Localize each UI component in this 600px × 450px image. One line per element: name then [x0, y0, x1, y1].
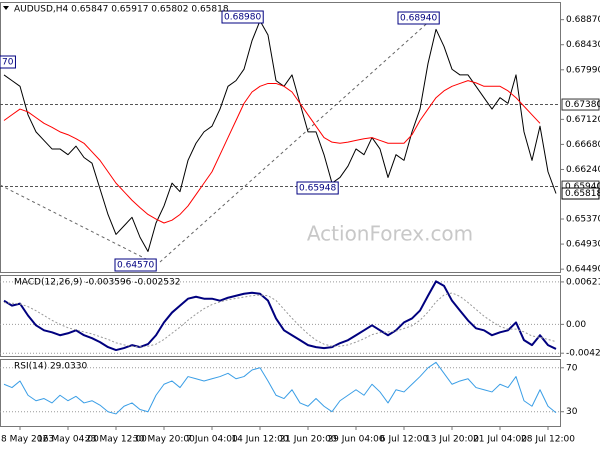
x-tick-label: 16 May 04:00 [37, 435, 99, 445]
annotation-box [397, 11, 440, 25]
annotation-box [296, 181, 339, 195]
level-label: 0.67380 [565, 100, 600, 110]
x-tick-label: 21 Jun 20:00 [279, 435, 336, 445]
panel-frame [0, 359, 561, 427]
x-tick-label: 8 May 2023 [1, 435, 54, 445]
x-tick-label: 7 Jun 04:00 [186, 435, 238, 445]
y-tick-label: 0.00 [566, 320, 586, 330]
y-tick-label: 0.66240 [566, 165, 600, 175]
y-tick-label: 0.64490 [566, 265, 600, 275]
y-tick-label: 0.006217 [566, 277, 600, 287]
y-tick-label: 0.65370 [566, 215, 600, 225]
y-tick-label: 0.64930 [566, 240, 600, 250]
x-tick-label: 29 Jun 04:00 [327, 435, 384, 445]
level-box [561, 98, 600, 111]
x-tick-label: 13 Jul 20:00 [425, 435, 479, 445]
y-tick-label: 70 [566, 363, 578, 373]
series-line [3, 280, 557, 352]
trend-line [159, 17, 434, 263]
watermark: ActionForex.com [307, 222, 473, 246]
annotation-label: 0.68940 [400, 14, 437, 24]
annotation-label: 0.65948 [299, 184, 336, 194]
trend-line [0, 184, 153, 263]
panel-frame [0, 275, 561, 357]
x-tick-label: 14 Jun 12:00 [231, 435, 288, 445]
annotation-label: 0.64570 [117, 261, 154, 271]
level-label: 0.65940 [565, 182, 600, 192]
annotation-box [0, 55, 16, 69]
annotation-label: 0.68980 [224, 13, 261, 23]
annotation-label: 70 [2, 58, 14, 68]
annotation: 0.64570 [114, 258, 157, 272]
panel-title: MACD(12,26,9) -0.003596 -0.002532 [14, 278, 180, 288]
y-tick-label: 30 [566, 407, 578, 417]
x-tick-label: 28 Jul 12:00 [521, 435, 575, 445]
price-box [561, 187, 600, 200]
x-tick-label: 30 May 20:00 [133, 435, 195, 445]
y-tick-label: 0.67120 [566, 115, 600, 125]
annotation-box [114, 258, 157, 272]
y-tick-label: -0.004221 [566, 349, 600, 359]
y-tick-label: 0.66680 [566, 140, 600, 150]
menu-arrow[interactable] [3, 6, 9, 10]
panel-title: AUDUSD,H4 0.65847 0.65917 0.65802 0.6581… [14, 5, 229, 15]
series-line [3, 20, 557, 252]
panel-title: RSI(14) 29.0330 [14, 362, 87, 372]
series-line [3, 80, 541, 224]
annotation: 0.68980 [221, 10, 264, 24]
x-tick-label: 23 May 12:00 [85, 435, 147, 445]
series-line [3, 361, 557, 415]
annotation-box [221, 10, 264, 24]
y-tick-label: 0.68870 [566, 15, 600, 25]
annotation: 70 [0, 55, 16, 69]
panel-frame [0, 2, 561, 273]
annotation: 0.68940 [397, 11, 440, 25]
y-tick-label: 0.68430 [566, 40, 600, 50]
y-tick-label: 0.67990 [566, 65, 600, 75]
price-label: 0.65818 [565, 189, 600, 199]
x-tick-label: 6 Jul 12:00 [380, 435, 429, 445]
x-tick-label: 21 Jul 04:00 [473, 435, 527, 445]
annotation: 0.65948 [296, 181, 339, 195]
